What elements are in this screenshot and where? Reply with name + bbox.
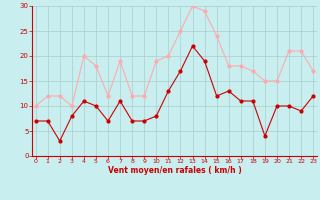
X-axis label: Vent moyen/en rafales ( km/h ): Vent moyen/en rafales ( km/h ) bbox=[108, 166, 241, 175]
